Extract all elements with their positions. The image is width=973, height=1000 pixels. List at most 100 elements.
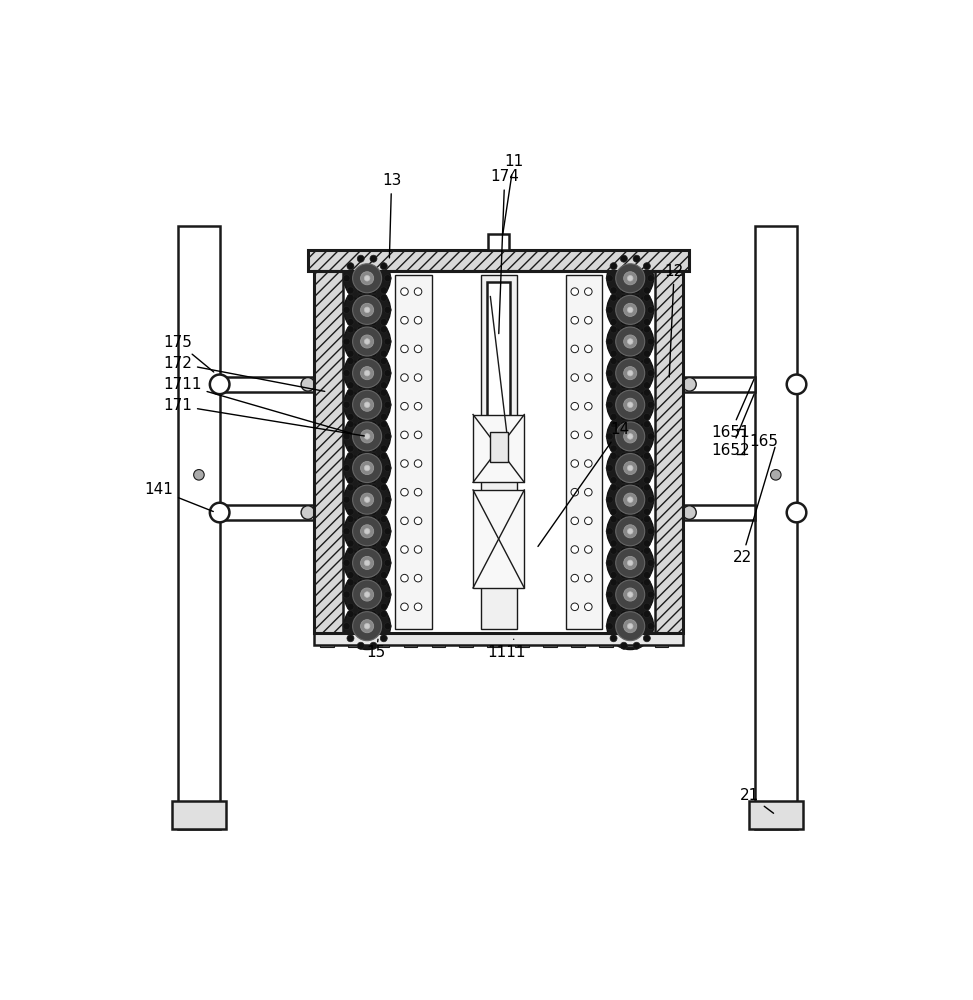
Circle shape (628, 465, 633, 471)
Circle shape (361, 556, 374, 569)
Circle shape (380, 603, 387, 610)
Circle shape (643, 413, 650, 420)
Circle shape (571, 402, 579, 410)
Circle shape (347, 611, 354, 618)
Circle shape (607, 571, 654, 618)
Circle shape (361, 272, 374, 285)
Circle shape (624, 525, 636, 538)
Circle shape (633, 445, 640, 452)
Circle shape (607, 508, 654, 555)
Circle shape (370, 255, 377, 262)
Circle shape (643, 603, 650, 610)
Circle shape (357, 445, 364, 452)
Circle shape (585, 374, 593, 381)
Circle shape (352, 359, 381, 388)
Circle shape (643, 579, 650, 586)
Circle shape (643, 350, 650, 357)
Text: 1111: 1111 (487, 639, 525, 660)
Circle shape (606, 496, 613, 503)
Circle shape (357, 421, 364, 428)
Circle shape (585, 574, 593, 582)
Circle shape (357, 571, 364, 578)
Circle shape (633, 452, 640, 459)
Circle shape (343, 591, 350, 598)
Circle shape (607, 318, 654, 365)
Bar (320, 638, 334, 647)
Circle shape (401, 517, 409, 525)
Circle shape (343, 508, 390, 555)
Circle shape (364, 307, 370, 313)
Circle shape (347, 484, 354, 491)
Circle shape (343, 540, 390, 586)
Circle shape (610, 382, 617, 389)
Circle shape (347, 287, 354, 294)
Circle shape (610, 445, 617, 452)
Circle shape (347, 477, 354, 484)
Circle shape (361, 588, 374, 601)
Circle shape (352, 517, 381, 546)
Bar (220, 505, 314, 520)
Circle shape (357, 294, 364, 301)
Circle shape (616, 295, 645, 324)
Circle shape (628, 560, 633, 566)
Circle shape (343, 401, 350, 408)
Circle shape (571, 374, 579, 381)
Bar (307, 250, 690, 271)
Circle shape (343, 528, 350, 535)
Circle shape (610, 484, 617, 491)
Circle shape (628, 275, 633, 281)
Bar (749, 801, 803, 829)
Circle shape (380, 572, 387, 579)
Circle shape (343, 465, 350, 472)
Circle shape (633, 571, 640, 578)
Circle shape (414, 603, 422, 611)
Circle shape (343, 350, 390, 397)
Circle shape (621, 318, 628, 325)
Circle shape (210, 375, 230, 394)
Circle shape (414, 374, 422, 381)
Circle shape (401, 574, 409, 582)
Circle shape (380, 318, 387, 325)
Circle shape (380, 611, 387, 618)
Circle shape (370, 642, 377, 649)
Circle shape (647, 591, 654, 598)
Circle shape (621, 413, 628, 420)
Circle shape (361, 430, 374, 443)
Circle shape (352, 327, 381, 356)
Circle shape (624, 588, 636, 601)
Text: 1711: 1711 (163, 377, 351, 433)
Circle shape (607, 287, 654, 333)
Circle shape (607, 350, 654, 397)
Circle shape (633, 540, 640, 547)
Circle shape (357, 516, 364, 523)
Circle shape (370, 452, 377, 459)
Circle shape (647, 496, 654, 503)
Circle shape (352, 580, 381, 609)
Circle shape (643, 263, 650, 270)
Circle shape (380, 389, 387, 396)
Circle shape (606, 559, 613, 566)
Circle shape (361, 620, 374, 633)
Circle shape (643, 635, 650, 642)
Circle shape (621, 255, 628, 262)
Circle shape (633, 516, 640, 523)
Circle shape (633, 413, 640, 420)
Circle shape (380, 326, 387, 333)
Circle shape (352, 422, 381, 451)
Circle shape (607, 476, 654, 523)
Circle shape (370, 445, 377, 452)
Circle shape (380, 508, 387, 515)
Text: 21: 21 (740, 788, 774, 813)
Circle shape (347, 603, 354, 610)
Circle shape (610, 358, 617, 365)
Circle shape (610, 508, 617, 515)
Circle shape (352, 390, 381, 419)
Text: 175: 175 (163, 335, 214, 372)
Circle shape (633, 350, 640, 357)
Circle shape (643, 326, 650, 333)
Bar (516, 638, 528, 647)
Circle shape (643, 484, 650, 491)
Circle shape (628, 307, 633, 313)
Bar (683, 377, 755, 392)
Circle shape (606, 528, 613, 535)
